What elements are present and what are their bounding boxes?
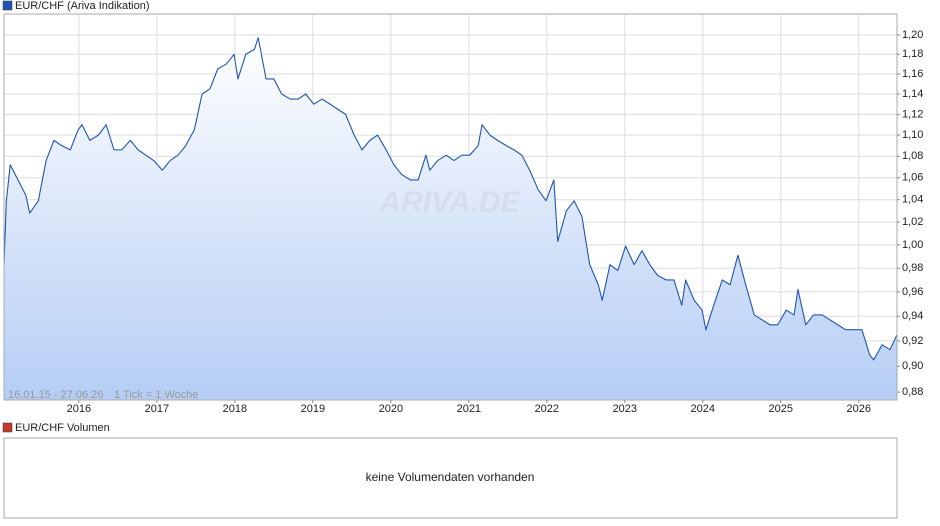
x-tick-label: 2022 [535,403,559,415]
y-tick-label: 1,20 [902,29,923,41]
y-tick-label: 0,94 [902,310,923,322]
legend-label: EUR/CHF (Ariva Indikation) [15,0,149,12]
legend-swatch [2,0,13,11]
plot [3,37,898,401]
watermark: ARIVA.DE [378,186,521,219]
x-tick-label: 2016 [67,403,91,415]
axes: 0,88 0,90 0,92 0,94 0,96 0,98 1,00 1,02 1,04 1,06… [67,29,924,415]
area-fill [4,37,897,401]
y-tick-label: 0,98 [902,262,923,274]
x-tick-label: 2019 [301,403,325,415]
x-tick-label: 2024 [691,403,715,415]
y-tick-label: 1,02 [902,216,923,228]
y-tick-label: 1,04 [902,194,923,206]
y-tick-label: 1,16 [902,68,923,80]
x-tick-label: 2026 [847,403,871,415]
price-line [3,37,898,361]
y-tick-label: 0,92 [902,335,923,347]
x-tick-label: 2021 [457,403,481,415]
x-tick-label: 2018 [223,403,247,415]
volume-swatch [2,422,13,433]
x-tick-label: 2025 [769,403,793,415]
x-tick-label: 2023 [613,403,637,415]
x-tick-label: 2017 [145,403,169,415]
y-tick-label: 0,96 [902,286,923,298]
y-tick-label: 1,06 [902,172,923,184]
y-tick-label: 1,14 [902,88,923,100]
volume-border [3,437,898,519]
volume-message: keine Volumendaten vorhanden [366,470,535,484]
x-tick-label: 2020 [379,403,403,415]
y-tick-label: 0,90 [902,360,923,372]
y-tick-label: 0,88 [902,386,923,398]
volume-title: EUR/CHF Volumen [15,422,110,434]
plot-border [3,13,898,401]
y-tick-label: 1,12 [902,108,923,120]
y-tick-label: 1,08 [902,150,923,162]
date-range: 16.01.15 - 27.06.26 [8,389,103,401]
y-tick-label: 1,10 [902,129,923,141]
tick-note: 1 Tick = 1 Woche [114,389,198,401]
y-tick-label: 1,18 [902,48,923,60]
y-tick-label: 1,00 [902,239,923,251]
